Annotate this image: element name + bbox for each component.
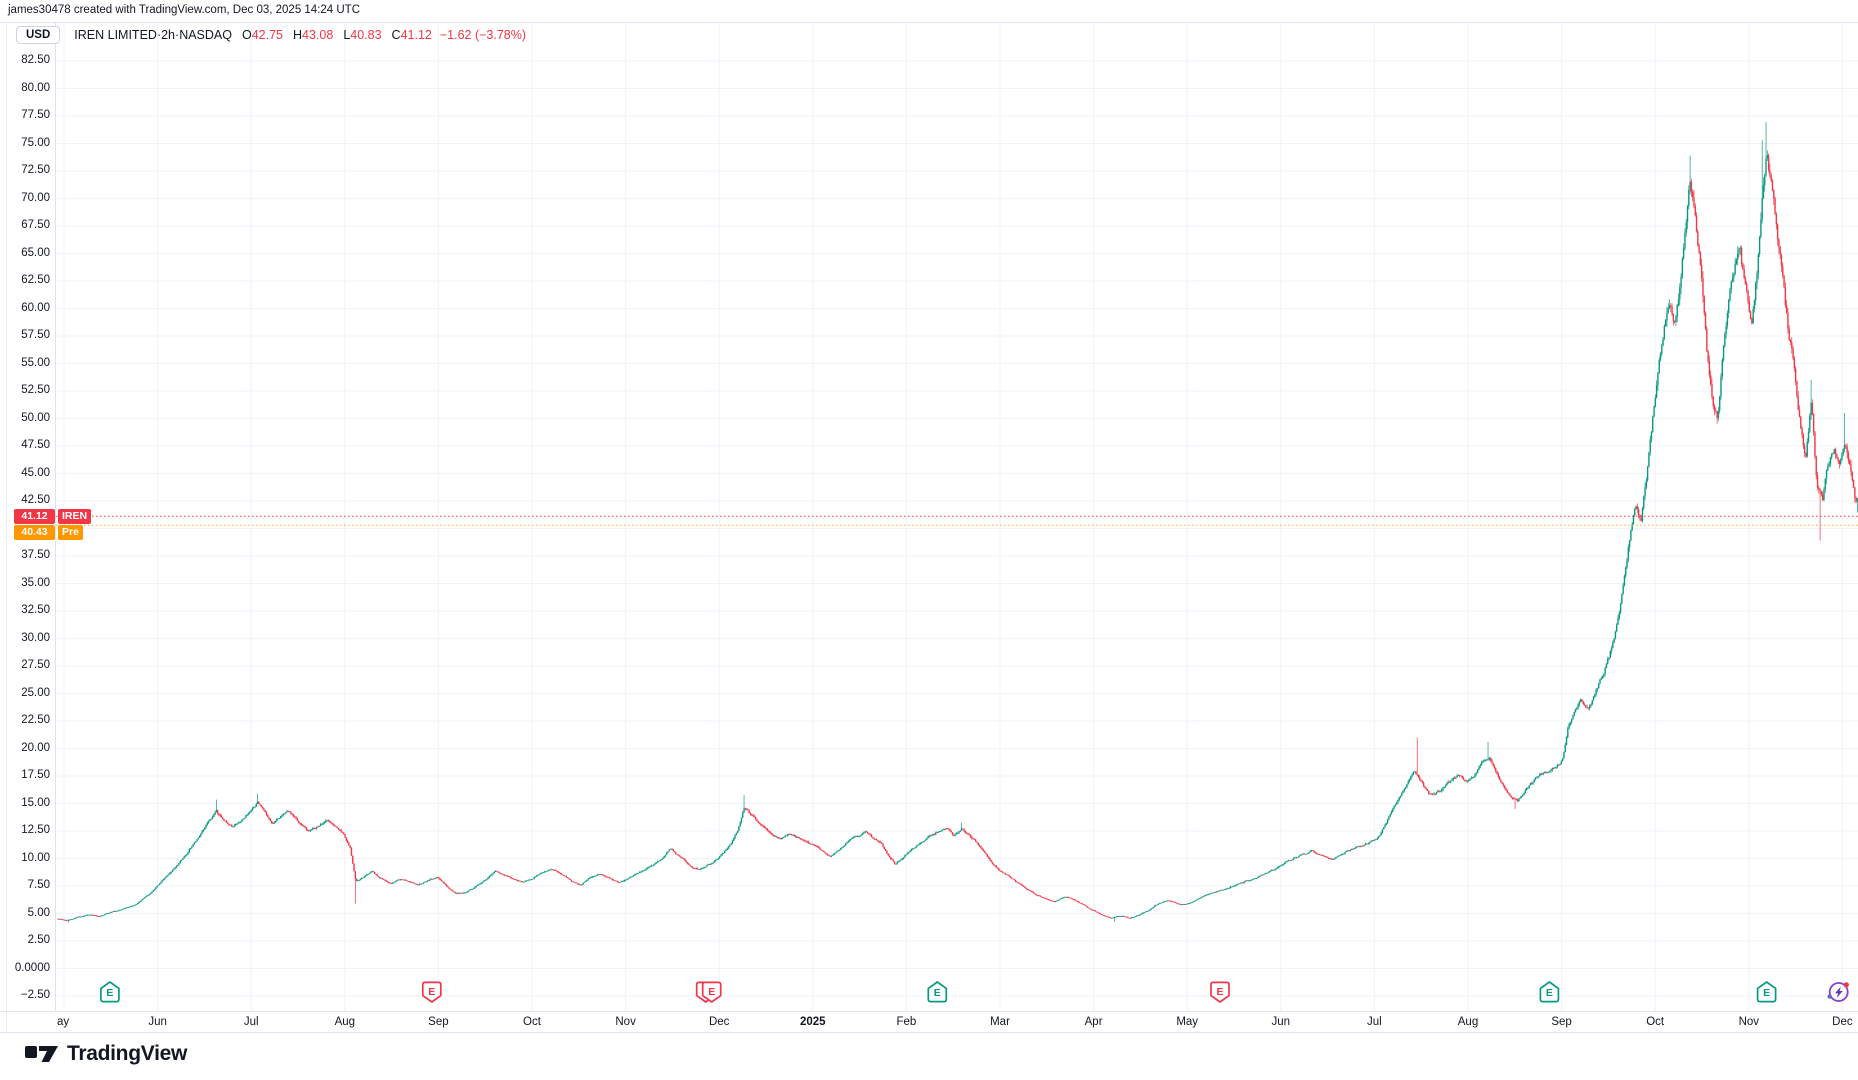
ohlc-open: O42.75 — [241, 28, 283, 42]
time-tick-label: Dec — [708, 1016, 730, 1028]
symbol-title: IREN LIMITED — [74, 28, 157, 42]
price-tick-label: 70.00 — [21, 191, 50, 204]
price-tick-label: 30.00 — [21, 631, 50, 644]
price-tick-label: 15.00 — [21, 796, 50, 809]
price-tick-label: 67.50 — [21, 219, 50, 231]
time-axis-line — [0, 1011, 1858, 1012]
price-tick-label: 60.00 — [21, 301, 50, 314]
premarket-label-tag: Pre — [58, 524, 83, 540]
time-tick-label: Jun — [1271, 1016, 1291, 1028]
price-scale-border — [55, 22, 56, 1011]
chart-legend: USD IREN LIMITED · 2h · NASDAQ O42.75 H4… — [16, 25, 526, 45]
time-tick-label: Aug — [1457, 1016, 1479, 1028]
earnings-marker-icon[interactable]: E — [1539, 981, 1560, 1003]
time-tick-label: Dec — [1832, 1016, 1853, 1028]
time-tick-label: May — [1176, 1016, 1199, 1028]
candlestick-series — [57, 122, 1858, 923]
time-tick-label: Sep — [1551, 1016, 1572, 1028]
svg-text:E: E — [428, 986, 435, 998]
price-tick-label: 7.50 — [27, 879, 50, 891]
price-tick-label: 5.00 — [27, 906, 50, 919]
price-tick-label: 32.50 — [21, 604, 50, 616]
price-tick-label: 80.00 — [21, 81, 50, 94]
svg-text:E: E — [1763, 987, 1770, 999]
svg-text:E: E — [934, 987, 941, 999]
price-tick-label: 22.50 — [21, 714, 50, 726]
price-tick-label: 50.00 — [21, 411, 50, 424]
svg-text:E: E — [106, 987, 113, 999]
time-tick-label: Feb — [896, 1016, 917, 1028]
price-tick-label: 65.00 — [21, 246, 50, 259]
left-border — [6, 22, 7, 1031]
price-tick-label: 20.00 — [21, 741, 50, 754]
price-tick-label: 12.50 — [21, 824, 50, 836]
price-tick-label: 55.00 — [21, 356, 50, 369]
price-tick-label: 45.00 — [21, 466, 50, 479]
ohlc-high: H43.08 — [293, 28, 334, 42]
time-tick-label: Apr — [1084, 1016, 1103, 1028]
price-tick-label: 17.50 — [21, 769, 50, 781]
time-tick-label: Jun — [148, 1016, 167, 1028]
grid — [56, 23, 1858, 1011]
attribution-text: james30478 created with TradingView.com,… — [8, 4, 361, 16]
price-tick-label: 57.50 — [21, 329, 50, 341]
ohlc-low: L40.83 — [343, 28, 382, 42]
time-tick-label: Nov — [1738, 1016, 1760, 1028]
time-tick-label: Oct — [523, 1016, 541, 1028]
time-tick-label: Mar — [990, 1016, 1010, 1028]
price-tick-label: −2.50 — [20, 989, 50, 1001]
svg-text:E: E — [1546, 987, 1553, 999]
time-tick-label: Sep — [428, 1016, 449, 1028]
time-tick-label: ay — [57, 1016, 70, 1028]
time-tick-label: Jul — [243, 1016, 259, 1028]
chart-frame — [0, 22, 1858, 1033]
time-tick-label: 2025 — [800, 1016, 826, 1028]
price-tick-label: 27.50 — [21, 659, 50, 671]
earnings-marker-icon[interactable]: E — [421, 981, 442, 1003]
price-tick-label: 2.50 — [27, 934, 50, 946]
change-label: −1.62 (−3.78%) — [439, 28, 527, 42]
price-tick-label: 35.00 — [21, 576, 50, 589]
price-tick-label: 42.50 — [21, 494, 50, 506]
flash-events-icon[interactable] — [1827, 982, 1849, 1002]
price-tick-label: 77.50 — [21, 109, 50, 121]
time-tick-label: Aug — [334, 1016, 356, 1028]
interval-label: 2h — [161, 28, 176, 42]
price-tick-label: 25.00 — [21, 686, 50, 699]
price-tick-label: 82.50 — [21, 54, 50, 66]
price-tick-label: 10.00 — [21, 851, 50, 864]
svg-text:E: E — [1216, 986, 1223, 998]
last-price-tag: 41.12 — [14, 508, 55, 524]
price-tick-label: 52.50 — [21, 384, 50, 396]
earnings-marker-icon[interactable]: E — [927, 981, 948, 1003]
symbol-ohlc-line[interactable]: IREN LIMITED · 2h · NASDAQ O42.75 H43.08… — [74, 28, 527, 42]
price-tick-label: 0.0000 — [14, 961, 50, 974]
price-tick-label: 47.50 — [21, 439, 50, 451]
exchange-label: NASDAQ — [179, 28, 232, 42]
svg-text:E: E — [708, 986, 715, 998]
price-tick-label: 72.50 — [21, 164, 50, 176]
symbol-name-tag: IREN — [58, 508, 92, 524]
earnings-marker-icon[interactable]: E — [1210, 981, 1230, 1003]
price-tick-label: 75.00 — [21, 136, 50, 149]
price-tick-label: 62.50 — [21, 274, 50, 286]
earnings-marker-icon[interactable]: E — [100, 981, 120, 1003]
currency-button[interactable]: USD — [16, 26, 61, 44]
tradingview-logo-icon — [25, 1046, 58, 1062]
ohlc-close: C41.12 — [391, 28, 432, 42]
earnings-marker-icon[interactable]: E — [695, 981, 722, 1003]
time-tick-label: Oct — [1646, 1016, 1665, 1028]
tradingview-logo[interactable]: TradingView — [25, 1042, 187, 1066]
time-tick-label: Jul — [1367, 1016, 1382, 1028]
premarket-price-tag: 40.43 — [14, 524, 55, 540]
price-tick-label: 37.50 — [21, 549, 50, 561]
earnings-marker-icon[interactable]: E — [1756, 981, 1777, 1003]
time-tick-label: Nov — [615, 1016, 636, 1028]
